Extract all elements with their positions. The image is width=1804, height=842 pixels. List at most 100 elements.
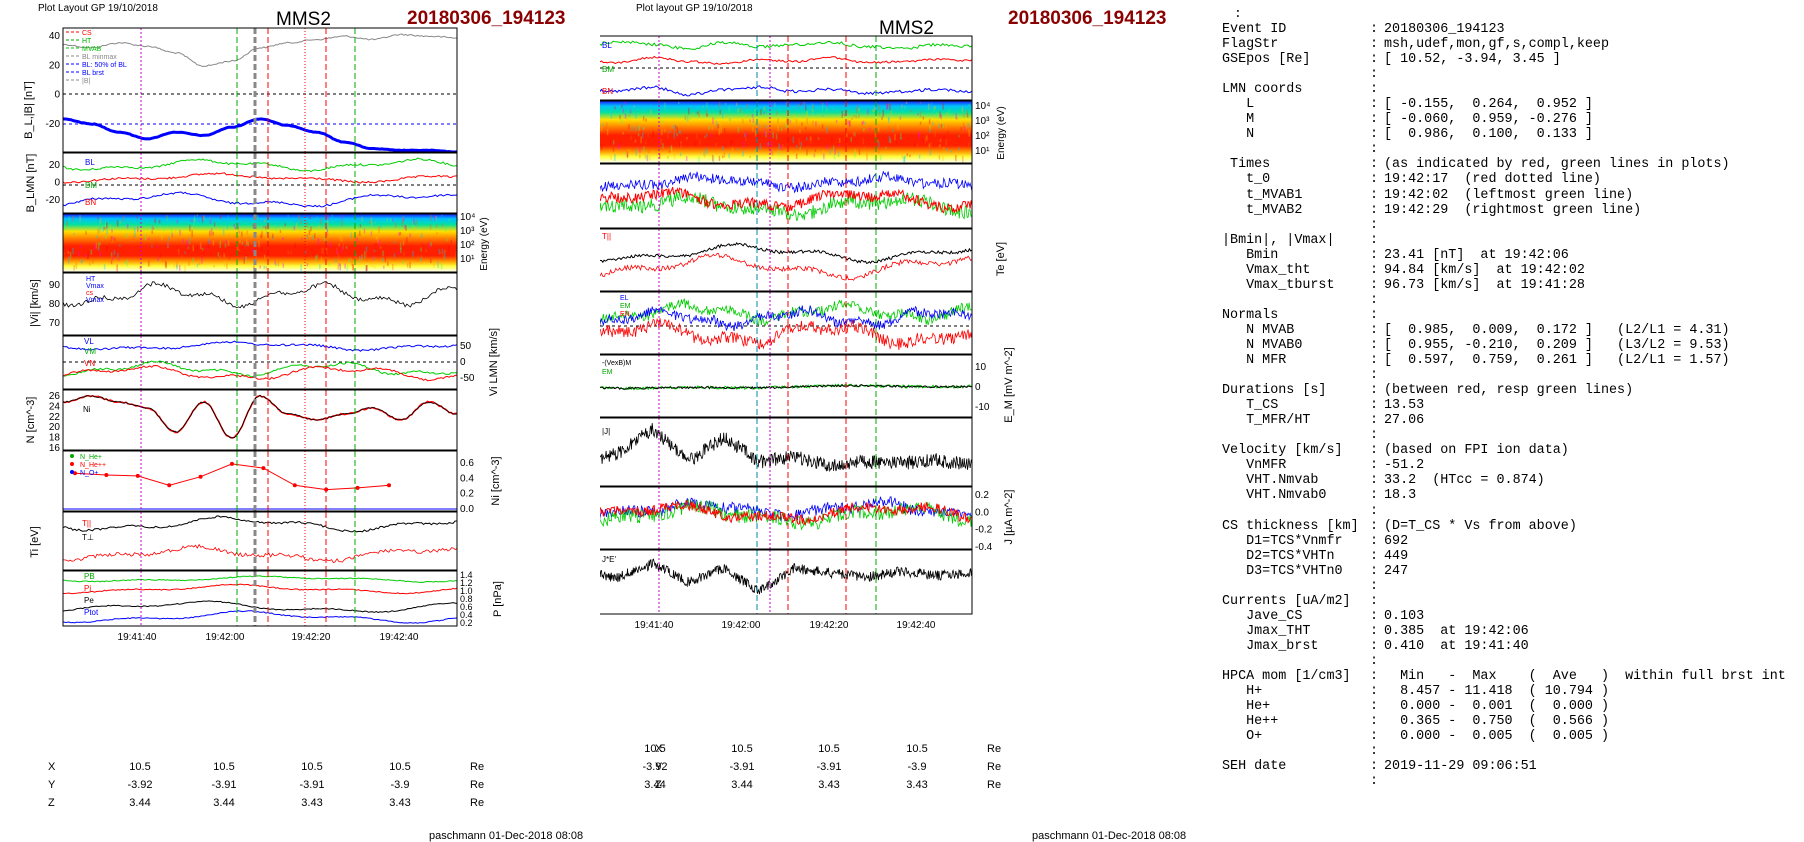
spectrogram-speckle bbox=[625, 152, 627, 156]
spectrogram-speckle bbox=[373, 256, 375, 260]
info-sep: : bbox=[1370, 217, 1379, 233]
info-row: : bbox=[1222, 428, 1786, 443]
spectrogram-speckle bbox=[136, 216, 139, 219]
spectrogram-speckle bbox=[765, 125, 767, 129]
spectrogram-speckle bbox=[209, 240, 211, 245]
spectrogram-speckle bbox=[325, 248, 328, 255]
spectrogram-speckle bbox=[903, 156, 906, 163]
info-sep: : bbox=[1370, 22, 1379, 37]
info-sep: : bbox=[1370, 638, 1379, 654]
tick-label: 20 bbox=[49, 160, 61, 171]
spectrogram-speckle bbox=[335, 259, 337, 263]
spectrogram-speckle bbox=[219, 239, 222, 245]
info-row: SEH date:2019-11-29 09:06:51 bbox=[1222, 759, 1786, 774]
spectrogram-speckle bbox=[148, 237, 150, 240]
spectrogram-speckle bbox=[223, 253, 225, 258]
spectrogram-speckle bbox=[428, 242, 431, 249]
spectrogram-speckle bbox=[797, 104, 799, 108]
spectrogram-speckle bbox=[243, 257, 246, 260]
spectrogram-speckle bbox=[962, 122, 965, 129]
spectrogram-speckle bbox=[112, 236, 114, 240]
spectrogram-speckle bbox=[244, 244, 247, 247]
info-key: Durations [s] bbox=[1222, 383, 1327, 399]
spectrogram-speckle bbox=[176, 264, 178, 270]
spectrogram-speckle bbox=[402, 215, 404, 223]
info-key: GSEpos [Re] bbox=[1222, 52, 1311, 68]
series-line-Vi bbox=[62, 281, 458, 309]
spectrogram-speckle bbox=[356, 237, 359, 242]
spectrogram-speckle bbox=[822, 149, 825, 153]
spectrogram-speckle bbox=[787, 117, 789, 121]
spectrogram-speckle bbox=[715, 142, 717, 146]
spectrogram-speckle bbox=[442, 255, 445, 259]
spectrogram-speckle bbox=[372, 223, 374, 226]
spectrogram-speckle bbox=[775, 133, 778, 140]
spectrogram-speckle bbox=[945, 112, 948, 119]
info-sep: : bbox=[1370, 322, 1379, 338]
info-row: D1=TCS*Vnmfr:692 bbox=[1222, 534, 1786, 549]
spectrogram-speckle bbox=[806, 149, 808, 156]
info-row: VHT.Nmvab0:18.3 bbox=[1222, 488, 1786, 503]
spectrogram-speckle bbox=[672, 125, 675, 129]
info-row: FlagStr: msh,udef,mon,gf,s,compl,keep bbox=[1222, 37, 1786, 52]
spectrogram-speckle bbox=[186, 240, 188, 247]
info-value: 19:42:02 (leftmost green line) bbox=[1384, 187, 1634, 203]
legend-label: BL bbox=[602, 41, 612, 50]
spectrogram-speckle bbox=[955, 108, 957, 112]
spectrogram-speckle bbox=[81, 260, 83, 264]
left-plot-event-id: 20180306_194123 bbox=[407, 8, 566, 29]
spectrogram-speckle bbox=[365, 265, 367, 272]
info-sep: : bbox=[1370, 744, 1379, 760]
coord-value: 3.43 bbox=[906, 779, 928, 791]
spectrogram-speckle bbox=[813, 152, 816, 158]
info-row: N MVAB0: [ 0.955, -0.210, 0.209 ] (L3/L2 … bbox=[1222, 338, 1786, 353]
spectrogram-speckle bbox=[632, 138, 635, 141]
spectrogram-speckle bbox=[858, 107, 860, 112]
info-sep: : bbox=[1370, 503, 1379, 519]
info-sep: : bbox=[1370, 398, 1379, 414]
spectrogram-speckle bbox=[928, 143, 931, 148]
spectrogram-speckle bbox=[284, 223, 286, 227]
series-line-VeL bbox=[600, 170, 973, 194]
spectrogram-speckle bbox=[445, 227, 447, 232]
spectrogram-speckle bbox=[192, 257, 194, 264]
tick-label: 0.8 bbox=[460, 594, 473, 604]
spectrogram-speckle bbox=[929, 126, 931, 131]
legend-label: Vmax bbox=[86, 297, 104, 304]
left-coord-y-label: Y bbox=[48, 779, 56, 791]
spectrogram-speckle bbox=[337, 265, 339, 270]
info-key: LMN coords bbox=[1222, 82, 1303, 98]
spectrogram-speckle bbox=[629, 119, 631, 124]
panel-elmn-frame bbox=[600, 291, 973, 355]
info-sep: : bbox=[1370, 368, 1379, 384]
spectrogram-speckle bbox=[245, 256, 247, 263]
spectrogram-speckle bbox=[863, 145, 866, 149]
spectrogram-speckle bbox=[934, 105, 936, 110]
spectrogram-speckle bbox=[831, 136, 833, 143]
spectrogram-speckle bbox=[785, 122, 787, 129]
info-sep: : bbox=[1370, 759, 1379, 775]
info-row: : bbox=[1222, 368, 1786, 383]
spectrogram-speckle bbox=[834, 148, 836, 155]
spectrogram-speckle bbox=[341, 236, 343, 242]
tick-label: 0.2 bbox=[460, 618, 473, 628]
info-sep: : bbox=[1370, 608, 1379, 624]
info-value: 20180306_194123 bbox=[1384, 22, 1505, 37]
spectrogram-speckle bbox=[776, 111, 778, 115]
spectrogram-speckle bbox=[366, 257, 369, 262]
spectrogram-speckle bbox=[662, 143, 664, 149]
spectrogram-speckle bbox=[177, 230, 179, 234]
spectrogram-speckle bbox=[900, 137, 902, 140]
spectrogram-speckle bbox=[704, 135, 706, 138]
spectrogram-speckle bbox=[919, 101, 922, 104]
spectrogram-speckle bbox=[69, 251, 72, 259]
tick-label: 0.2 bbox=[975, 490, 989, 501]
info-key: D3=TCS*VHTn0 bbox=[1222, 563, 1343, 579]
spectrogram-speckle bbox=[274, 260, 276, 265]
legend-label: PB bbox=[84, 572, 95, 581]
spectrogram-speckle bbox=[413, 218, 415, 225]
panel-spec-left bbox=[63, 214, 459, 272]
spectrogram-speckle bbox=[363, 251, 366, 259]
spectrogram-speckle bbox=[219, 214, 222, 219]
info-sep: : bbox=[1370, 307, 1379, 323]
